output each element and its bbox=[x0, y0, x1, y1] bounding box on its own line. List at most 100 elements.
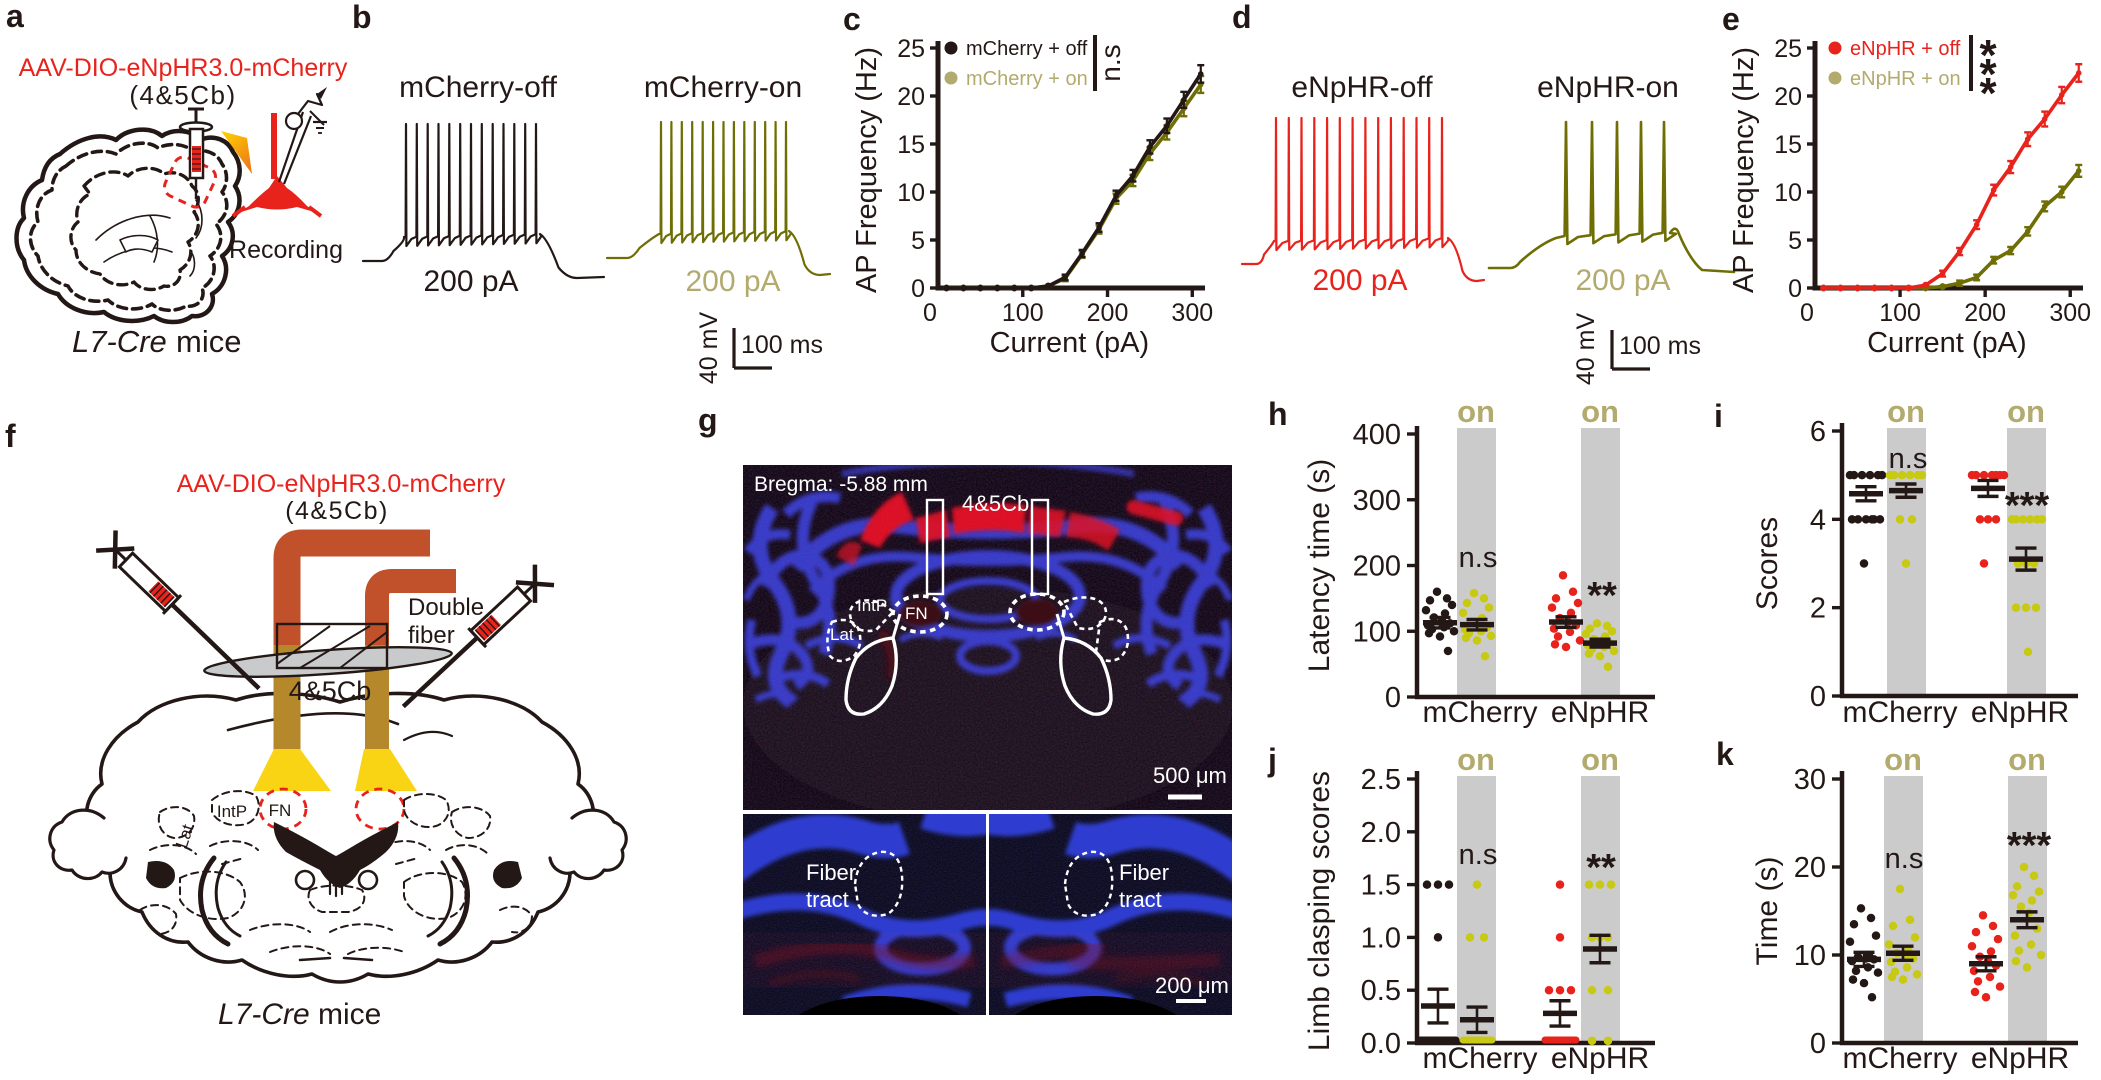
svg-text:on: on bbox=[1581, 394, 1619, 429]
svg-text:fiber: fiber bbox=[408, 622, 455, 649]
svg-text:20: 20 bbox=[1774, 83, 1802, 111]
svg-text:on: on bbox=[1887, 394, 1925, 429]
svg-text:500 μm: 500 μm bbox=[1153, 763, 1227, 788]
svg-text:(4&5Cb): (4&5Cb) bbox=[285, 497, 389, 525]
svg-text:Scores: Scores bbox=[1751, 517, 1784, 610]
svg-text:eNpHR-off: eNpHR-off bbox=[1291, 71, 1433, 104]
svg-text:Time (s): Time (s) bbox=[1751, 857, 1784, 966]
svg-text:0: 0 bbox=[911, 275, 925, 303]
svg-text:300: 300 bbox=[2049, 299, 2091, 327]
svg-text:g: g bbox=[698, 402, 718, 438]
svg-text:**: ** bbox=[1586, 847, 1616, 889]
svg-text:100: 100 bbox=[1879, 299, 1921, 327]
svg-text:eNpHR-on: eNpHR-on bbox=[1537, 71, 1679, 104]
svg-text:eNpHR + off: eNpHR + off bbox=[1850, 38, 1961, 60]
svg-text:Current (pA): Current (pA) bbox=[990, 327, 1150, 359]
svg-text:i: i bbox=[1714, 398, 1723, 434]
svg-text:***: *** bbox=[2005, 485, 2050, 527]
svg-text:n.s: n.s bbox=[1889, 443, 1928, 475]
svg-text:k: k bbox=[1716, 736, 1734, 772]
svg-text:a: a bbox=[6, 0, 24, 34]
svg-text:n.s: n.s bbox=[1459, 839, 1498, 871]
svg-text:300: 300 bbox=[1171, 299, 1213, 327]
svg-text:j: j bbox=[1267, 742, 1277, 778]
svg-text:0: 0 bbox=[1800, 299, 1814, 327]
svg-text:on: on bbox=[1457, 394, 1495, 429]
svg-text:0: 0 bbox=[1810, 1028, 1826, 1060]
svg-text:2: 2 bbox=[1810, 593, 1826, 625]
svg-text:IntP: IntP bbox=[217, 802, 247, 821]
svg-text:mice: mice bbox=[318, 998, 381, 1031]
svg-text:FN: FN bbox=[905, 604, 928, 623]
svg-text:L7-Cre: L7-Cre bbox=[218, 998, 310, 1031]
svg-text:n.s: n.s bbox=[1095, 44, 1126, 81]
svg-text:200 pA: 200 pA bbox=[685, 265, 780, 298]
svg-text:4&5Cb: 4&5Cb bbox=[962, 491, 1029, 516]
svg-text:mCherry + on: mCherry + on bbox=[966, 68, 1088, 90]
svg-text:40 mV: 40 mV bbox=[695, 312, 723, 385]
svg-text:tract: tract bbox=[806, 887, 849, 912]
svg-text:mCherry + off: mCherry + off bbox=[966, 38, 1088, 60]
svg-text:20: 20 bbox=[897, 83, 925, 111]
svg-text:n.s: n.s bbox=[1459, 542, 1498, 574]
svg-text:100 ms: 100 ms bbox=[741, 331, 823, 359]
svg-text:mCherry: mCherry bbox=[1422, 1042, 1537, 1075]
svg-text:Lat: Lat bbox=[830, 625, 854, 644]
svg-text:**: ** bbox=[1587, 575, 1617, 617]
svg-text:on: on bbox=[1457, 742, 1495, 777]
svg-text:Current (pA): Current (pA) bbox=[1867, 327, 2027, 359]
svg-text:0: 0 bbox=[1385, 682, 1401, 714]
svg-text:4&5Cb: 4&5Cb bbox=[289, 676, 372, 706]
svg-text:Double: Double bbox=[408, 594, 484, 621]
svg-text:1.0: 1.0 bbox=[1361, 922, 1401, 954]
svg-text:20: 20 bbox=[1794, 852, 1826, 884]
svg-text:eNpHR: eNpHR bbox=[1971, 696, 2069, 729]
svg-text:on: on bbox=[2007, 394, 2045, 429]
svg-text:AP Frequency (Hz): AP Frequency (Hz) bbox=[1728, 47, 1760, 293]
svg-text:e: e bbox=[1722, 1, 1740, 37]
svg-text:eNpHR: eNpHR bbox=[1551, 696, 1649, 729]
svg-text:tract: tract bbox=[1119, 887, 1162, 912]
svg-text:AP Frequency (Hz): AP Frequency (Hz) bbox=[851, 47, 883, 293]
svg-text:AAV-DIO-eNpHR3.0-mCherry: AAV-DIO-eNpHR3.0-mCherry bbox=[177, 470, 506, 498]
svg-text:5: 5 bbox=[1788, 227, 1802, 255]
svg-text:Limb clasping scores: Limb clasping scores bbox=[1303, 771, 1336, 1051]
svg-text:***: *** bbox=[2007, 825, 2052, 867]
svg-text:Recording: Recording bbox=[229, 236, 343, 264]
svg-text:FN: FN bbox=[269, 801, 292, 820]
svg-text:0: 0 bbox=[1810, 681, 1826, 713]
svg-text:on: on bbox=[1581, 742, 1619, 777]
svg-text:Fiber: Fiber bbox=[1119, 860, 1169, 885]
svg-text:300: 300 bbox=[1353, 485, 1401, 517]
svg-text:0.0: 0.0 bbox=[1361, 1028, 1401, 1060]
svg-text:h: h bbox=[1268, 396, 1288, 432]
svg-text:200 pA: 200 pA bbox=[423, 265, 518, 298]
svg-text:2.5: 2.5 bbox=[1361, 764, 1401, 796]
svg-text:Latency time (s): Latency time (s) bbox=[1303, 459, 1336, 672]
svg-text:25: 25 bbox=[1774, 35, 1802, 63]
svg-text:IntP: IntP bbox=[857, 596, 887, 615]
svg-text:25: 25 bbox=[897, 35, 925, 63]
svg-text:200 pA: 200 pA bbox=[1312, 264, 1407, 297]
svg-text:mice: mice bbox=[176, 324, 241, 359]
svg-text:eNpHR: eNpHR bbox=[1971, 1042, 2069, 1075]
svg-text:mCherry: mCherry bbox=[1422, 696, 1537, 729]
svg-text:100: 100 bbox=[1002, 299, 1044, 327]
svg-text:200 μm: 200 μm bbox=[1155, 973, 1229, 998]
svg-text:eNpHR: eNpHR bbox=[1551, 1042, 1649, 1075]
svg-text:n.s: n.s bbox=[1885, 843, 1924, 875]
svg-text:*: * bbox=[1979, 31, 1997, 80]
svg-text:(4&5Cb): (4&5Cb) bbox=[129, 80, 236, 110]
svg-text:eNpHR + on: eNpHR + on bbox=[1850, 68, 1961, 90]
svg-text:Bregma: -5.88 mm: Bregma: -5.88 mm bbox=[754, 473, 928, 496]
svg-text:mCherry-on: mCherry-on bbox=[644, 71, 802, 104]
svg-text:2.0: 2.0 bbox=[1361, 817, 1401, 849]
svg-text:mCherry-off: mCherry-off bbox=[399, 71, 557, 104]
svg-text:5: 5 bbox=[911, 227, 925, 255]
svg-text:4: 4 bbox=[1810, 504, 1826, 536]
svg-text:15: 15 bbox=[1774, 131, 1802, 159]
svg-text:0: 0 bbox=[923, 299, 937, 327]
svg-text:6: 6 bbox=[1810, 416, 1826, 448]
svg-text:200: 200 bbox=[1087, 299, 1129, 327]
svg-text:100 ms: 100 ms bbox=[1619, 332, 1701, 360]
